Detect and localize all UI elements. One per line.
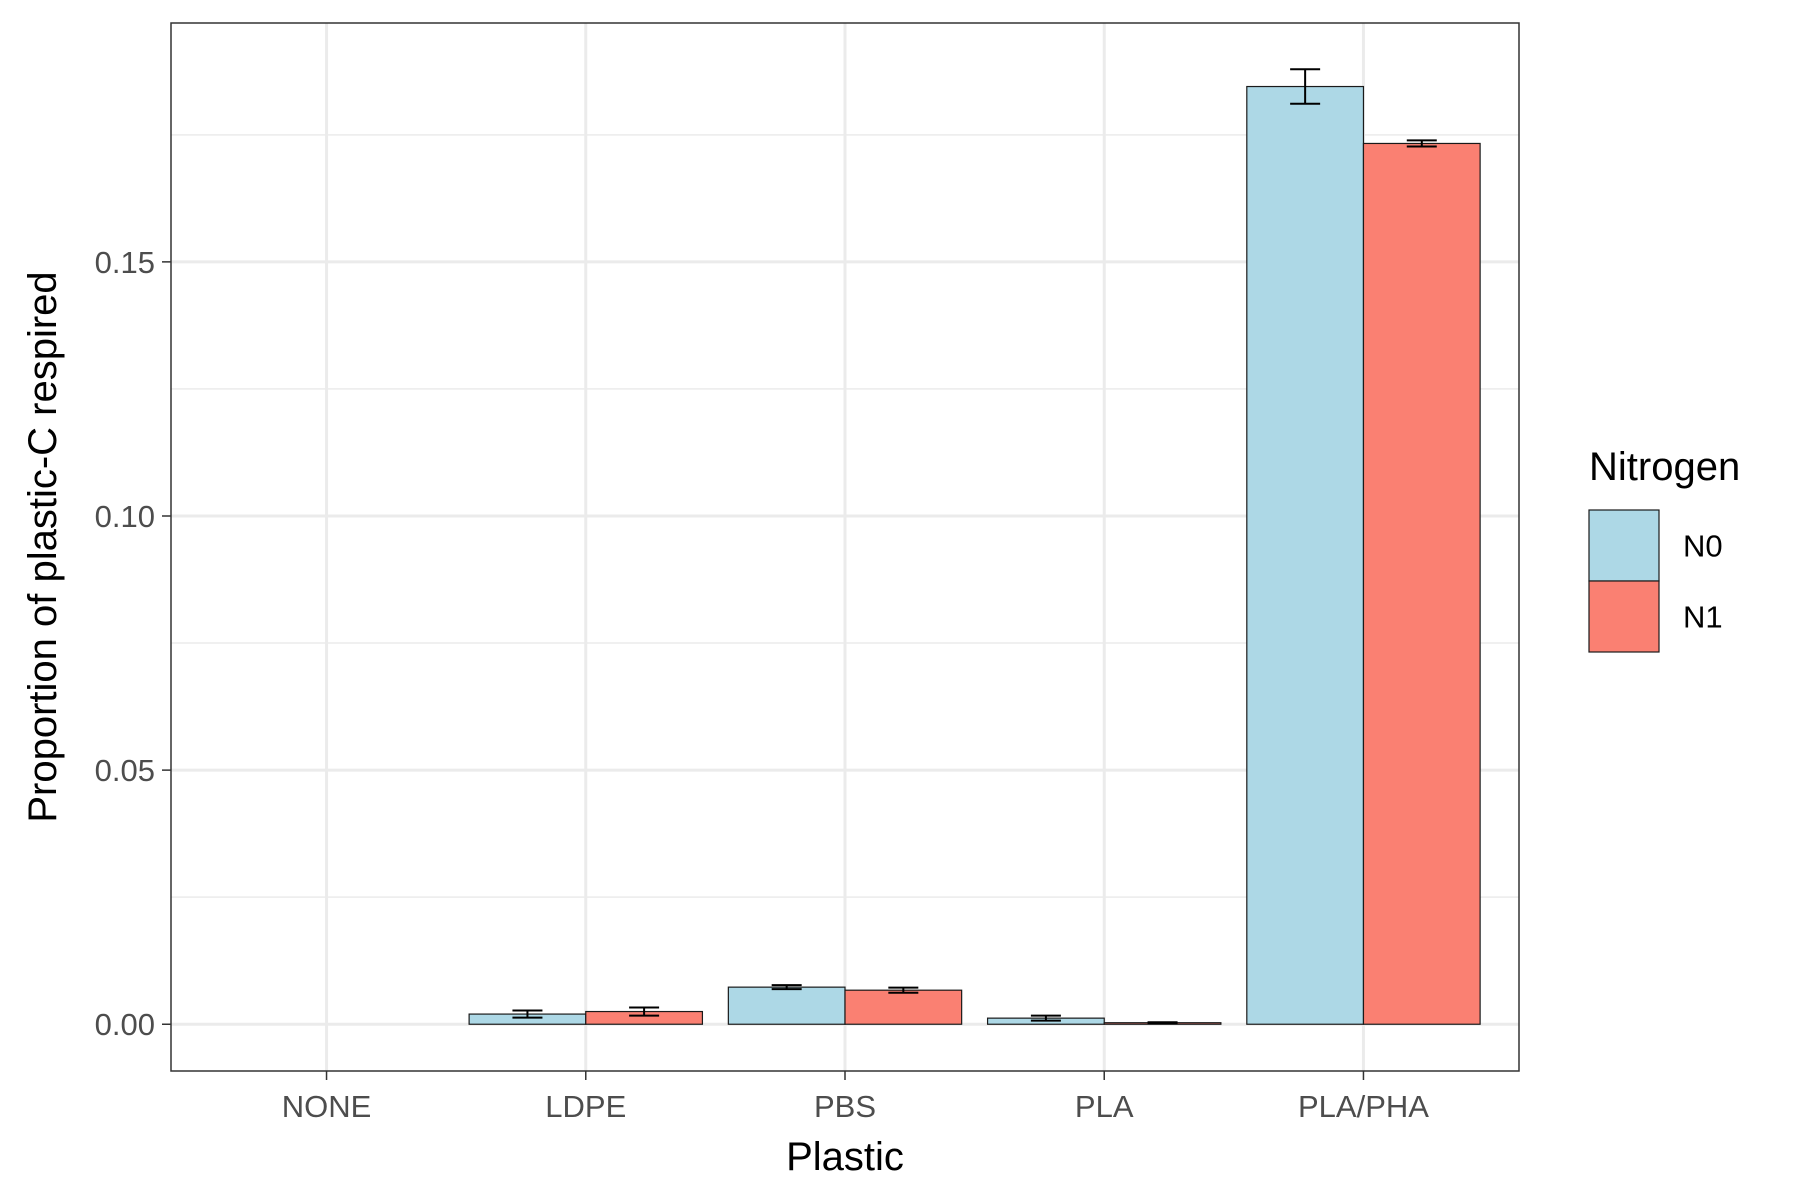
legend-label-N1: N1 (1683, 600, 1723, 635)
error-bar-N1-LDPE (629, 1006, 660, 1017)
legend-title: Nitrogen (1589, 445, 1740, 489)
error-bars (512, 68, 1437, 1025)
x-axis-title: Plastic (786, 1135, 904, 1179)
legend-key-N1 (1588, 580, 1660, 653)
error-bar-N0-LDPE (512, 1009, 543, 1019)
y-tick-label: 0.10 (95, 499, 155, 534)
x-tick-label: PBS (814, 1089, 876, 1124)
x-tick-label: PLA (1075, 1089, 1134, 1124)
y-axis: 0.00 0.05 0.10 0.15 (95, 245, 171, 1042)
bar-N1-PBS (844, 989, 963, 1025)
y-tick-label: 0.00 (95, 1007, 155, 1042)
error-bar-N1-PLA/PHA (1406, 139, 1437, 148)
legend-label-N0: N0 (1683, 529, 1723, 564)
y-tick-label: 0.05 (95, 753, 155, 788)
x-tick-label: PLA/PHA (1298, 1089, 1429, 1124)
error-bar-N0-PBS (771, 984, 802, 991)
bar-series (468, 85, 1481, 1025)
legend: Nitrogen N0 N1 (1588, 445, 1740, 653)
x-tick-label: LDPE (545, 1089, 626, 1124)
bar-N0-PBS (727, 986, 846, 1025)
legend-key-N0 (1588, 509, 1660, 582)
error-bar-N1-PLA (1147, 1021, 1178, 1025)
y-axis-title: Proportion of plastic-C respired (21, 271, 65, 822)
error-bar-N1-PBS (888, 986, 919, 994)
bar-N1-PLA/PHA (1362, 142, 1481, 1025)
x-tick-label: NONE (282, 1089, 372, 1124)
bar-N0-PLA/PHA (1246, 85, 1365, 1025)
error-bar-N0-PLA (1030, 1014, 1061, 1022)
y-tick-label: 0.15 (95, 245, 155, 280)
x-axis: NONE LDPE PBS PLA PLA/PHA (282, 1071, 1429, 1124)
error-bar-N0-PLA/PHA (1290, 68, 1321, 105)
